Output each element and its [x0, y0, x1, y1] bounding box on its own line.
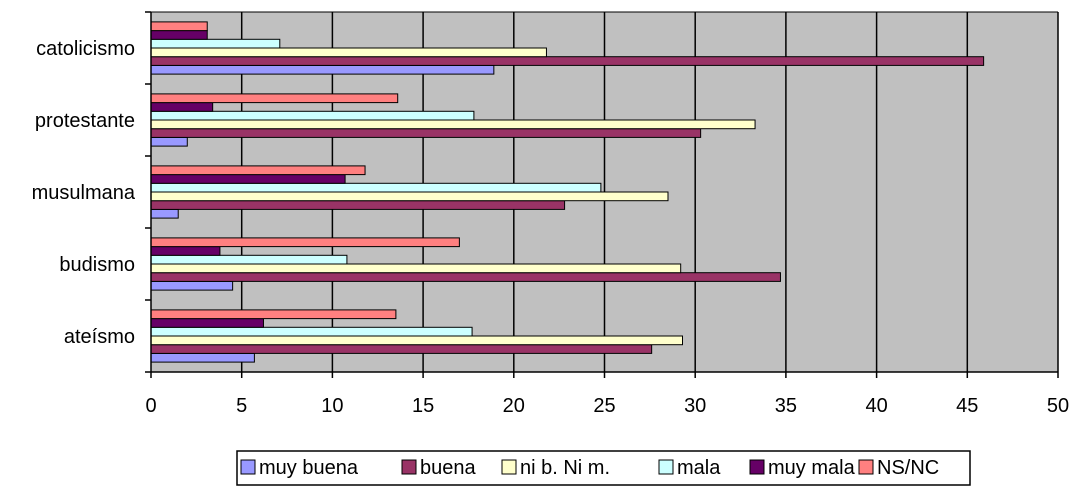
bar-ateísmo-muy mala	[150, 318, 264, 328]
x-tick-label: 25	[593, 395, 615, 417]
x-tick-label: 40	[865, 395, 887, 417]
bar-catolicismo-mala	[150, 38, 281, 49]
legend-swatch	[749, 459, 765, 475]
bar-musulmana-muy buena	[150, 208, 179, 219]
bar-budismo-muy buena	[150, 280, 234, 291]
bar-protestante-NS/NC	[150, 93, 399, 104]
x-tick-label: 15	[412, 395, 434, 417]
x-tick-label: 0	[145, 395, 156, 417]
bar-ateísmo-muy buena	[150, 352, 255, 363]
bar-ateísmo-ni b. Ni m.	[150, 335, 684, 346]
legend-label: mala	[677, 457, 721, 479]
bar-budismo-muy mala	[150, 246, 221, 256]
bar-ateísmo-mala	[150, 326, 473, 337]
bar-protestante-buena	[150, 128, 702, 138]
category-label: musulmana	[32, 182, 136, 204]
x-tick-label: 45	[956, 395, 978, 417]
bar-musulmana-buena	[150, 200, 566, 210]
bar-ateísmo-buena	[150, 344, 653, 354]
bar-musulmana-NS/NC	[150, 165, 366, 176]
category-label: budismo	[59, 254, 135, 276]
legend-box	[236, 450, 971, 486]
category-label: protestante	[35, 110, 135, 132]
legend-swatch	[401, 459, 417, 475]
bar-budismo-ni b. Ni m.	[150, 263, 682, 274]
x-tick-label: 10	[321, 395, 343, 417]
bar-protestante-ni b. Ni m.	[150, 119, 756, 130]
legend-label: muy mala	[768, 457, 856, 479]
legend-swatch	[240, 459, 256, 475]
legend-label: muy buena	[259, 457, 359, 479]
bar-catolicismo-buena	[150, 56, 985, 66]
bar-protestante-mala	[150, 110, 475, 121]
bar-musulmana-muy mala	[150, 174, 346, 184]
x-tick-label: 50	[1047, 395, 1069, 417]
bar-protestante-muy mala	[150, 102, 214, 112]
x-tick-label: 5	[236, 395, 247, 417]
legend-label: ni b. Ni m.	[520, 457, 610, 479]
bar-catolicismo-muy mala	[150, 30, 208, 40]
bar-musulmana-mala	[150, 182, 602, 193]
bar-budismo-NS/NC	[150, 237, 460, 248]
bar-protestante-muy buena	[150, 136, 188, 147]
bar-catolicismo-muy buena	[150, 64, 495, 75]
x-tick-label: 30	[684, 395, 706, 417]
legend-swatch	[858, 459, 874, 475]
legend-label: buena	[420, 457, 476, 479]
bar-catolicismo-NS/NC	[150, 21, 208, 32]
bar-musulmana-ni b. Ni m.	[150, 191, 669, 202]
category-label: ateísmo	[64, 326, 135, 348]
x-tick-label: 35	[775, 395, 797, 417]
x-tick-label: 20	[503, 395, 525, 417]
legend-swatch	[658, 459, 674, 475]
legend: muy buena buena ni b. Ni m. mala muy mala NS/…	[236, 450, 971, 486]
bar-ateísmo-NS/NC	[150, 309, 397, 320]
legend-swatch	[501, 459, 517, 475]
legend-label: NS/NC	[877, 457, 939, 479]
category-label: catolicismo	[36, 38, 135, 60]
bar-catolicismo-ni b. Ni m.	[150, 47, 547, 58]
bar-budismo-buena	[150, 272, 781, 282]
bar-budismo-mala	[150, 254, 348, 265]
